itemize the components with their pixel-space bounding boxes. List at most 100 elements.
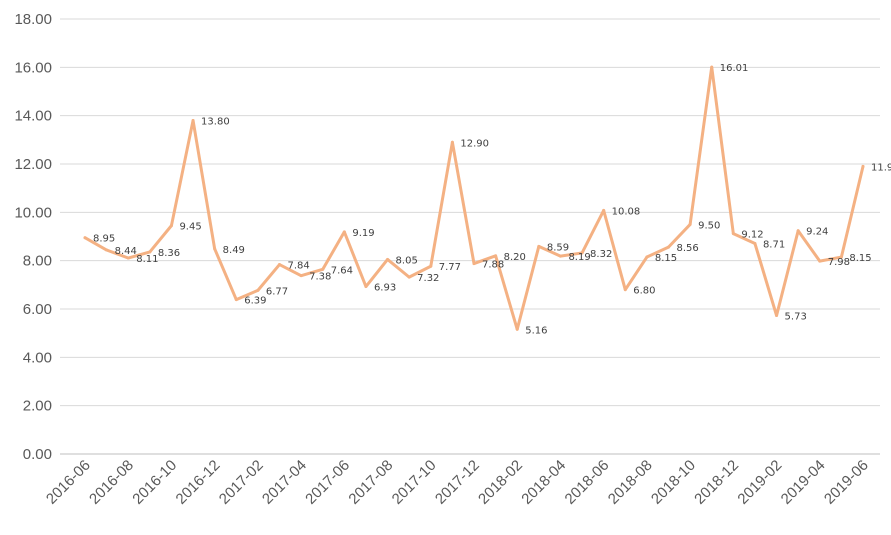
x-tick-label: 2018-10 bbox=[648, 457, 699, 508]
data-point bbox=[148, 250, 152, 254]
x-tick-label: 2019-06 bbox=[821, 457, 872, 508]
x-tick-label: 2019-02 bbox=[734, 457, 785, 508]
y-tick-label: 0.00 bbox=[23, 446, 52, 463]
x-tick-label: 2017-08 bbox=[345, 457, 396, 508]
data-label: 13.80 bbox=[201, 117, 230, 128]
data-point bbox=[667, 245, 670, 249]
data-point bbox=[710, 65, 714, 69]
data-label: 9.12 bbox=[741, 230, 763, 241]
data-point bbox=[299, 274, 303, 278]
data-label: 8.15 bbox=[849, 253, 871, 264]
y-tick-label: 18.00 bbox=[14, 11, 52, 28]
data-point bbox=[602, 208, 606, 212]
series-line bbox=[83, 65, 865, 331]
data-label: 6.39 bbox=[244, 296, 266, 307]
data-point bbox=[407, 275, 411, 279]
data-point bbox=[450, 140, 454, 144]
data-label: 7.32 bbox=[417, 273, 439, 284]
data-point bbox=[558, 254, 562, 258]
y-tick-label: 2.00 bbox=[23, 398, 52, 415]
y-tick-label: 8.00 bbox=[23, 253, 52, 270]
y-tick-label: 14.00 bbox=[14, 108, 52, 125]
data-point bbox=[386, 257, 390, 261]
data-point bbox=[537, 244, 541, 248]
y-tick-label: 6.00 bbox=[23, 301, 52, 318]
y-tick-label: 16.00 bbox=[14, 59, 52, 76]
x-tick-label: 2016-12 bbox=[173, 457, 224, 508]
data-point bbox=[278, 263, 281, 267]
data-point bbox=[429, 264, 433, 268]
data-point bbox=[321, 267, 325, 271]
data-label: 8.15 bbox=[655, 253, 677, 264]
gridlines bbox=[60, 18, 880, 455]
data-label: 6.77 bbox=[266, 286, 288, 297]
data-point bbox=[775, 314, 779, 318]
data-label: 9.24 bbox=[806, 227, 828, 238]
data-point bbox=[213, 247, 217, 251]
x-tick-label: 2016-08 bbox=[86, 457, 137, 508]
y-tick-label: 10.00 bbox=[14, 204, 52, 221]
x-tick-label: 2018-02 bbox=[475, 457, 526, 508]
data-point bbox=[623, 288, 627, 292]
data-label: 8.36 bbox=[158, 248, 180, 259]
data-point bbox=[731, 232, 735, 236]
data-label: 8.59 bbox=[547, 242, 569, 253]
series-line-group bbox=[83, 65, 865, 331]
data-point bbox=[364, 285, 368, 289]
data-label: 9.19 bbox=[352, 228, 374, 239]
x-tick-label: 2017-02 bbox=[216, 457, 267, 508]
data-label: 9.45 bbox=[179, 222, 201, 233]
x-tick-label: 2018-06 bbox=[562, 457, 613, 508]
data-label: 10.08 bbox=[612, 206, 641, 217]
data-label: 8.20 bbox=[504, 252, 526, 263]
data-point bbox=[234, 298, 238, 302]
data-label: 8.56 bbox=[677, 243, 699, 254]
data-labels: 8.958.448.118.36 9.45 13.80 8.49 6.396.77 7.8… bbox=[93, 63, 891, 336]
data-label: 11.90 bbox=[871, 162, 891, 173]
y-tick-label: 4.00 bbox=[23, 349, 52, 366]
data-point bbox=[342, 230, 346, 234]
data-point bbox=[753, 242, 757, 246]
data-label: 6.93 bbox=[374, 283, 396, 294]
data-label: 12.90 bbox=[460, 138, 489, 149]
data-point bbox=[796, 229, 800, 233]
data-label: 7.64 bbox=[331, 265, 353, 276]
x-tick-label: 2016-10 bbox=[129, 457, 180, 508]
x-tick-label: 2018-04 bbox=[518, 457, 569, 508]
data-label: 7.98 bbox=[828, 257, 850, 268]
data-label: 8.95 bbox=[93, 234, 115, 245]
x-tick-label: 2018-08 bbox=[605, 457, 656, 508]
data-point bbox=[169, 224, 173, 228]
data-label: 7.88 bbox=[482, 260, 504, 271]
data-point bbox=[472, 262, 476, 266]
data-label: 7.84 bbox=[288, 261, 310, 272]
x-tick-label: 2017-12 bbox=[432, 457, 483, 508]
data-point bbox=[256, 288, 260, 292]
x-tick-label: 2019-04 bbox=[778, 457, 829, 508]
data-point bbox=[861, 164, 865, 168]
data-point bbox=[105, 248, 109, 252]
data-label: 8.19 bbox=[568, 252, 590, 263]
data-point bbox=[515, 327, 519, 331]
data-label: 9.50 bbox=[698, 220, 720, 231]
data-label: 6.80 bbox=[633, 286, 655, 297]
x-tick-label: 2017-04 bbox=[259, 457, 310, 508]
data-label: 7.38 bbox=[309, 272, 331, 283]
y-axis-tick-labels: 0.00 2.00 4.00 6.00 8.00 10.00 12.00 14.00 16.00… bbox=[14, 11, 52, 463]
data-label: 8.32 bbox=[590, 249, 612, 260]
y-tick-label: 12.00 bbox=[14, 156, 52, 173]
x-tick-label: 2017-10 bbox=[389, 457, 440, 508]
data-point bbox=[839, 255, 843, 259]
data-point bbox=[494, 254, 498, 258]
data-label: 8.49 bbox=[223, 245, 245, 256]
data-label: 7.77 bbox=[439, 262, 461, 273]
data-label: 5.16 bbox=[525, 325, 547, 336]
x-tick-label: 2016-06 bbox=[43, 457, 94, 508]
data-label: 16.01 bbox=[720, 63, 749, 74]
data-point bbox=[191, 119, 195, 122]
data-label: 8.11 bbox=[136, 254, 158, 265]
x-tick-label: 2017-06 bbox=[302, 457, 353, 508]
data-point bbox=[645, 255, 649, 259]
x-tick-label: 2018-12 bbox=[691, 457, 742, 508]
